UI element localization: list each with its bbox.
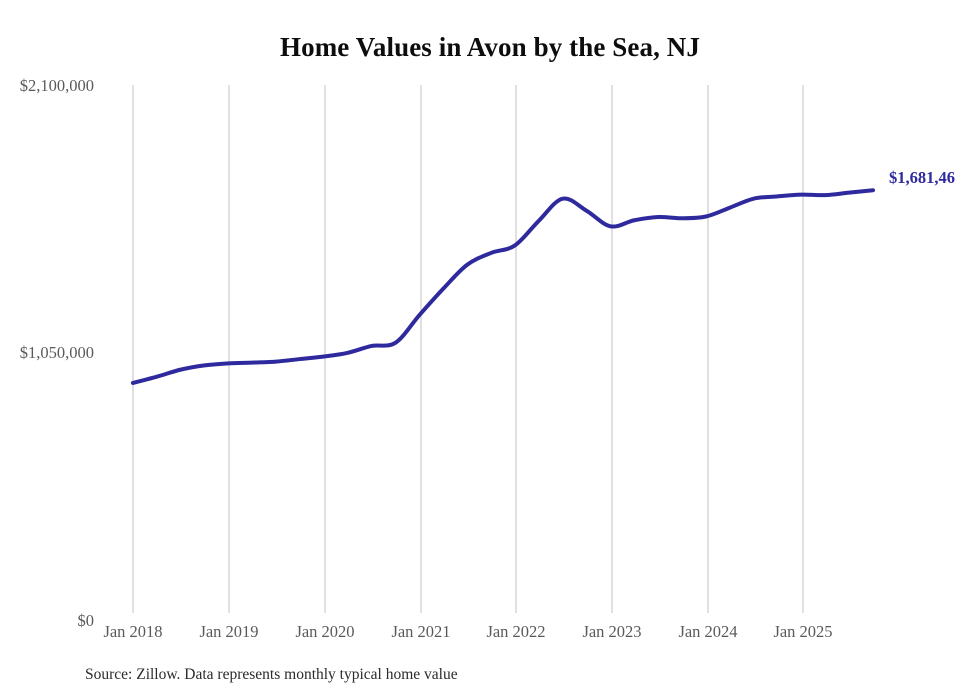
x-axis-tick-label-jan-2024: Jan 2024 xyxy=(678,622,738,641)
gridlines xyxy=(132,85,804,613)
x-axis-tick-label-jan-2021: Jan 2021 xyxy=(391,622,451,641)
x-axis-tick-label-jan-2023: Jan 2023 xyxy=(582,622,642,641)
end-value-annotation: $1,681,46 xyxy=(889,168,955,187)
x-axis-tick-label-jan-2019: Jan 2019 xyxy=(199,622,259,641)
chart-title: Home Values in Avon by the Sea, NJ xyxy=(280,32,700,62)
x-axis-tick-label-jan-2022: Jan 2022 xyxy=(486,622,546,641)
x-axis-tick-label-jan-2025: Jan 2025 xyxy=(773,622,833,641)
source-note: Source: Zillow. Data represents monthly … xyxy=(85,666,458,683)
home-value-line xyxy=(131,188,875,385)
y-axis-tick-label-bottom: $0 xyxy=(77,611,95,630)
x-axis-tick-label-jan-2020: Jan 2020 xyxy=(295,622,355,641)
y-axis-tick-label-mid: $1,050,000 xyxy=(19,343,94,362)
y-axis-tick-label-top: $2,100,000 xyxy=(19,76,94,95)
x-axis-tick-label-jan-2018: Jan 2018 xyxy=(103,622,163,641)
